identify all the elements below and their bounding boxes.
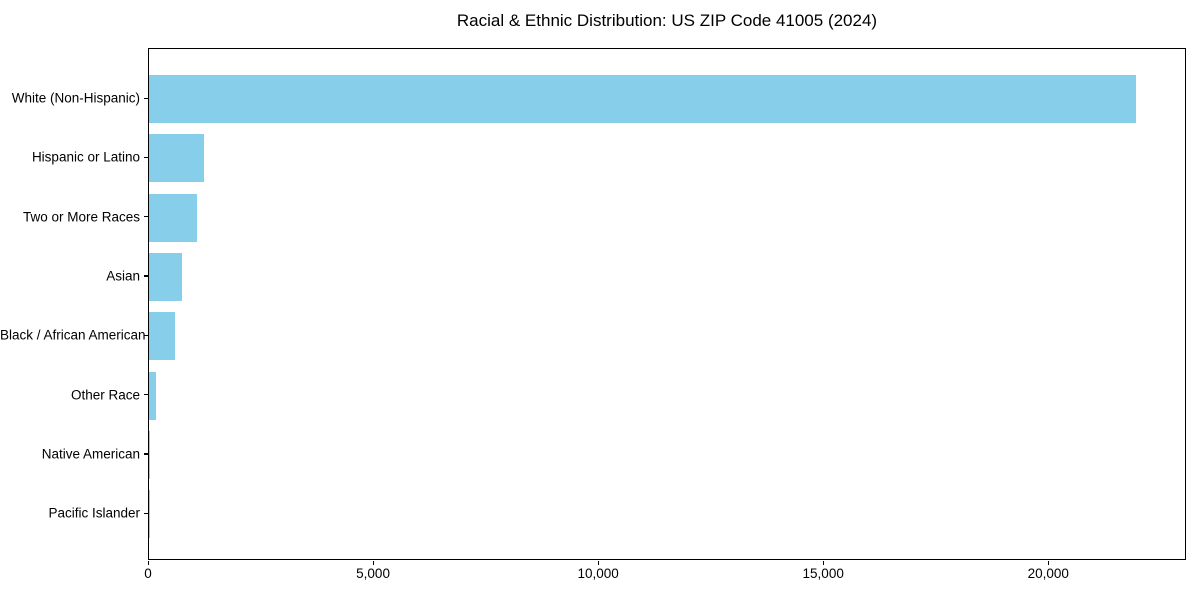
ytick-label-black-african-american: Black / African American — [0, 327, 146, 343]
ytick-mark-white-non-hispanic — [144, 97, 148, 99]
xtick-mark-20000 — [1048, 561, 1050, 565]
ytick-label-white-non-hispanic: White (Non-Hispanic) — [11, 90, 140, 106]
xtick-label-5000: 5,000 — [356, 566, 390, 581]
bar-black-african-american — [149, 312, 176, 361]
xtick-mark-10000 — [598, 561, 600, 565]
ytick-mark-hispanic-or-latino — [144, 156, 148, 159]
xtick-label-0: 0 — [144, 566, 152, 581]
ytick-mark-native-american — [144, 453, 148, 455]
bar-other-race — [149, 371, 156, 420]
xtick-label-20000: 20,000 — [1027, 566, 1069, 581]
ytick-mark-asian — [144, 275, 148, 277]
ytick-label-pacific-islander: Pacific Islander — [48, 505, 140, 521]
bar-hispanic-or-latino — [149, 134, 204, 183]
xtick-mark-5000 — [373, 561, 375, 565]
bar-asian — [149, 252, 183, 301]
bar-native-american — [149, 430, 150, 479]
ytick-label-two-or-more-races: Two or More Races — [22, 208, 140, 224]
ytick-label-native-american: Native American — [41, 446, 140, 462]
xtick-mark-15000 — [823, 561, 825, 565]
xtick-label-15000: 15,000 — [802, 566, 844, 581]
ytick-mark-black-african-american — [144, 334, 148, 336]
chart-title: Racial & Ethnic Distribution: US ZIP Cod… — [456, 11, 878, 30]
ytick-label-other-race: Other Race — [70, 386, 140, 402]
plot-area — [148, 48, 1186, 560]
ytick-mark-two-or-more-races — [144, 216, 148, 218]
xtick-mark-0 — [148, 561, 150, 565]
ytick-label-asian: Asian — [106, 268, 140, 284]
ytick-mark-other-race — [144, 394, 148, 396]
ytick-label-hispanic-or-latino: Hispanic or Latino — [31, 149, 140, 165]
bar-white-non-hispanic — [149, 75, 1137, 123]
xtick-label-10000: 10,000 — [577, 566, 619, 581]
ytick-mark-pacific-islander — [144, 512, 148, 514]
bar-two-or-more-races — [149, 193, 197, 242]
